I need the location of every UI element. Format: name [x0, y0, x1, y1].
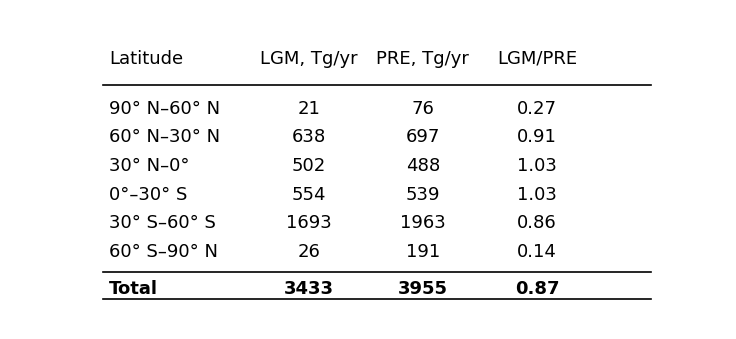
Text: 30° S–60° S: 30° S–60° S	[109, 214, 216, 233]
Text: 0.91: 0.91	[517, 128, 557, 146]
Text: 3433: 3433	[284, 280, 333, 298]
Text: PRE, Tg/yr: PRE, Tg/yr	[376, 50, 470, 68]
Text: 191: 191	[406, 243, 440, 261]
Text: 488: 488	[406, 157, 440, 175]
Text: LGM, Tg/yr: LGM, Tg/yr	[260, 50, 358, 68]
Text: 697: 697	[406, 128, 440, 146]
Text: 90° N–60° N: 90° N–60° N	[109, 100, 220, 118]
Text: LGM/PRE: LGM/PRE	[497, 50, 577, 68]
Text: Total: Total	[109, 280, 158, 298]
Text: 60° N–30° N: 60° N–30° N	[109, 128, 220, 146]
Text: 76: 76	[411, 100, 434, 118]
Text: 3955: 3955	[398, 280, 447, 298]
Text: 0.87: 0.87	[514, 280, 559, 298]
Text: 0.86: 0.86	[517, 214, 557, 233]
Text: 554: 554	[291, 186, 326, 204]
Text: 60° S–90° N: 60° S–90° N	[109, 243, 218, 261]
Text: 539: 539	[406, 186, 440, 204]
Text: 1693: 1693	[286, 214, 332, 233]
Text: 0.14: 0.14	[517, 243, 557, 261]
Text: 0.27: 0.27	[517, 100, 557, 118]
Text: 30° N–0°: 30° N–0°	[109, 157, 190, 175]
Text: Latitude: Latitude	[109, 50, 183, 68]
Text: 1.03: 1.03	[517, 157, 557, 175]
Text: 0°–30° S: 0°–30° S	[109, 186, 188, 204]
Text: 502: 502	[291, 157, 326, 175]
Text: 1.03: 1.03	[517, 186, 557, 204]
Text: 1963: 1963	[400, 214, 446, 233]
Text: 638: 638	[291, 128, 326, 146]
Text: 21: 21	[297, 100, 320, 118]
Text: 26: 26	[297, 243, 320, 261]
